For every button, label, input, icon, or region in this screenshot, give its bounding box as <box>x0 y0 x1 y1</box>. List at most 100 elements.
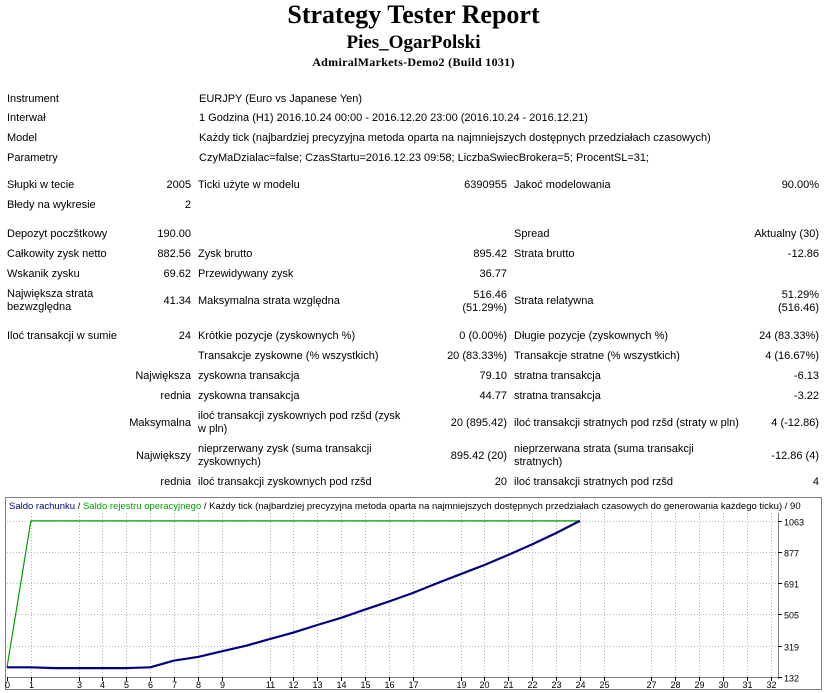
instrument-label: Instrument <box>7 93 59 105</box>
abs-drawdown-label: Największa strata bezwzględna <box>7 288 94 313</box>
avg-cons-losses-value: 4 <box>812 476 819 488</box>
x-tick-label: 15 <box>360 680 370 690</box>
largest-loss-value: -6.13 <box>793 370 819 382</box>
spread-value: Aktualny (30) <box>754 228 819 240</box>
x-tick-label: 16 <box>384 680 394 690</box>
legend-equity: Saldo rejestru operacyjnego <box>83 501 201 512</box>
quality-label: Jakoć modelowania <box>514 179 611 191</box>
total-trades-label: Iloć transakcji w sumie <box>7 330 118 342</box>
maximum-label: Największy <box>135 450 191 462</box>
max-cons-wins-value: 20 (895.42) <box>450 417 507 429</box>
server-build: AdmiralMarkets-Demo2 (Build 1031) <box>312 55 515 69</box>
avg-profit-label: zyskowna transakcja <box>198 390 300 402</box>
avg-loss-value: -3.22 <box>793 390 819 402</box>
x-tick-label: 0 <box>5 680 10 690</box>
net-profit-label: Całkowity zysk netto <box>7 248 107 260</box>
loss-trades-value: 4 (16.67%) <box>765 350 819 362</box>
x-tick-label: 11 <box>266 680 275 690</box>
x-tick-label: 17 <box>408 680 418 690</box>
x-tick-label: 30 <box>718 680 728 690</box>
gross-loss-label: Strata brutto <box>514 248 575 260</box>
expected-payoff-value: 36.77 <box>479 268 507 280</box>
rel-drawdown-label: Strata relatywna <box>514 295 594 307</box>
x-tick-label: 25 <box>599 680 609 690</box>
max-cons-losses-value: 4 (-12.86) <box>771 417 819 429</box>
params-value: CzyMaDzialac=false; CzasStartu=2016.12.2… <box>199 152 650 164</box>
largest-loss-label: stratna transakcja <box>514 370 601 382</box>
max-cons-loss-label: nieprzerwana strata (suma transakcji str… <box>514 443 694 468</box>
max-cons-loss-value: -12.86 (4) <box>771 450 819 462</box>
max-cons-losses-label: iloć transakcji stratnych pod rzšd (stra… <box>514 417 739 429</box>
total-trades-value: 24 <box>178 330 191 342</box>
y-tick-label: 877 <box>784 549 799 559</box>
x-tick-label: 3 <box>77 680 82 690</box>
avg-cons-wins-value: 20 <box>494 476 507 488</box>
maximal-label: Maksymalna <box>129 417 191 429</box>
x-tick-label: 21 <box>503 680 513 690</box>
errors-label: Błedy na wykresie <box>7 199 96 211</box>
short-positions-label: Krótkie pozycje (zyskownych %) <box>198 330 356 342</box>
profit-trades-label: Transakcje zyskowne (% wszystkich) <box>198 350 379 362</box>
deposit-value: 190.00 <box>157 228 191 240</box>
ticks-label: Ticki użyte w modelu <box>198 179 300 191</box>
model-label: Model <box>7 132 37 144</box>
x-tick-label: 7 <box>172 680 177 690</box>
x-tick-label: 14 <box>336 680 346 690</box>
long-positions-value: 24 (83.33%) <box>759 330 819 342</box>
expert-name: Pies_OgarPolski <box>346 32 481 53</box>
avg-cons-losses-label: iloć transakcji stratnych pod rzšd <box>514 476 673 488</box>
avg-cons-wins-label: iloć transakcji zyskownych pod rzšd <box>198 476 372 488</box>
rel-drawdown-value: (516.46) <box>778 302 819 314</box>
average-label: rednia <box>160 390 191 402</box>
profit-factor-label: Wskanik zysku <box>7 268 80 280</box>
legend-balance: Saldo rachunku <box>9 501 75 512</box>
avg-loss-label: stratna transakcja <box>514 390 601 402</box>
deposit-label: Depozyt poczštkowy <box>7 228 108 240</box>
gross-profit-value: 895.42 <box>473 248 507 260</box>
expected-payoff-label: Przewidywany zysk <box>198 268 294 280</box>
x-tick-label: 13 <box>312 680 322 690</box>
ticks-value: 6390955 <box>464 179 507 191</box>
long-positions-label: Długie pozycje (zyskownych %) <box>514 330 669 342</box>
x-tick-label: 19 <box>456 680 466 690</box>
bars-value: 2005 <box>166 179 191 191</box>
profit-trades-value: 20 (83.33%) <box>447 350 507 362</box>
y-tick-label: 1063 <box>784 518 804 528</box>
x-tick-label: 12 <box>288 680 298 690</box>
x-tick-label: 31 <box>742 680 752 690</box>
avg-profit-value: 44.77 <box>479 390 507 402</box>
spread-label: Spread <box>514 228 550 240</box>
period-label: Interwał <box>7 112 46 124</box>
instrument-value: EURJPY (Euro vs Japanese Yen) <box>199 93 363 105</box>
x-tick-label: 28 <box>670 680 680 690</box>
params-label: Parametry <box>7 152 58 164</box>
rel-drawdown-percent: 51.29% <box>781 289 819 301</box>
max-cons-profit-value: 895.42 (20) <box>450 450 507 462</box>
model-value: Każdy tick (najbardziej precyzyjna metod… <box>199 132 711 144</box>
y-tick-label: 132 <box>784 674 799 684</box>
legend-model: / Każdy tick (najbardziej precyzyjna met… <box>201 501 800 512</box>
max-cons-profit-label: nieprzerwany zysk (suma transakcji zysko… <box>198 443 372 468</box>
x-tick-label: 8 <box>196 680 201 690</box>
x-tick-label: 24 <box>575 680 585 690</box>
x-tick-label: 22 <box>527 680 537 690</box>
errors-value: 2 <box>184 199 191 211</box>
x-tick-label: 6 <box>148 680 153 690</box>
chart-series <box>6 519 581 670</box>
y-tick-label: 319 <box>784 643 799 653</box>
max-drawdown-percent: (51.29%) <box>462 302 507 314</box>
x-tick-label: 4 <box>100 680 105 690</box>
bars-label: Słupki w tecie <box>7 179 75 191</box>
max-cons-wins-label: iloć transakcji zyskownych pod rzšd (zys… <box>198 410 401 435</box>
x-tick-label: 29 <box>694 680 704 690</box>
x-tick-label: 1 <box>29 680 34 690</box>
max-drawdown-label: Maksymalna strata względna <box>198 295 340 307</box>
quality-value: 90.00% <box>781 179 819 191</box>
x-tick-label: 32 <box>766 680 776 690</box>
largest-profit-value: 79.10 <box>479 370 507 382</box>
x-tick-label: 5 <box>124 680 129 690</box>
abs-drawdown-value: 41.34 <box>163 295 191 307</box>
x-tick-label: 20 <box>479 680 489 690</box>
y-tick-label: 505 <box>784 611 799 621</box>
